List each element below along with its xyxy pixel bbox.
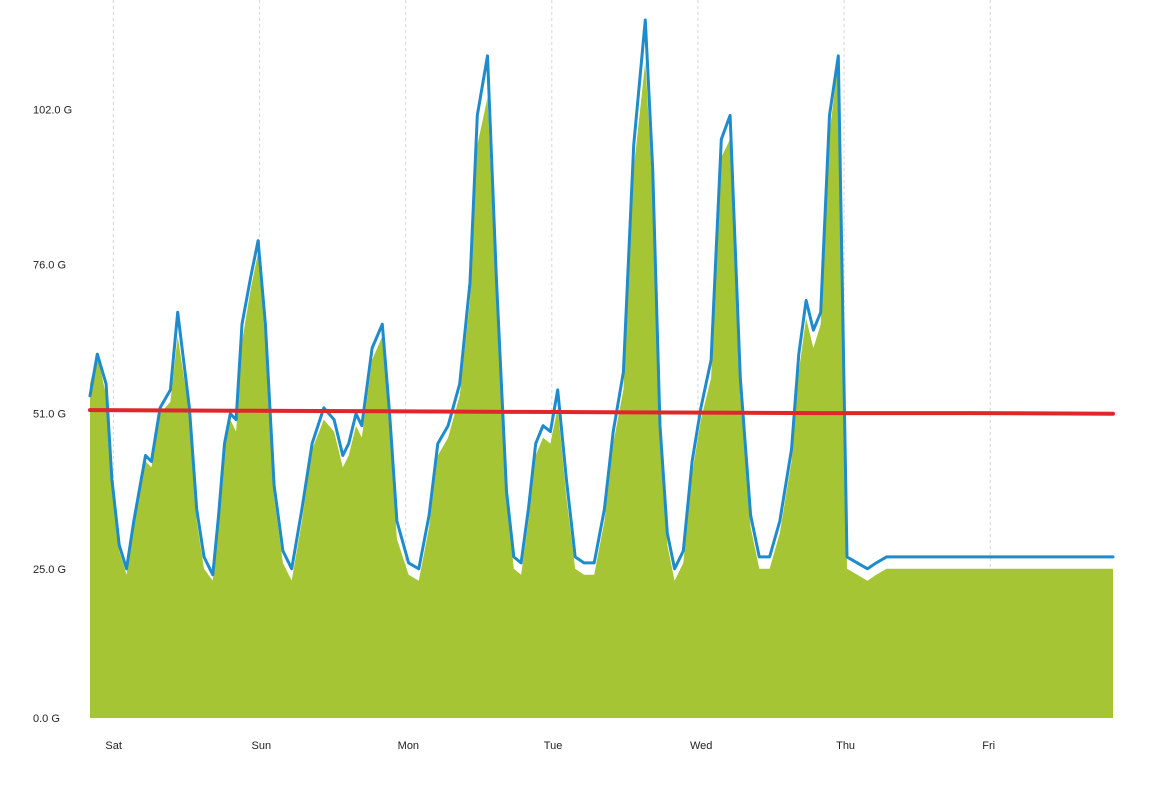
- y-tick-label: 25.0 G: [33, 564, 66, 576]
- y-tick-label: 102.0 G: [33, 104, 72, 116]
- x-tick-label: Mon: [398, 740, 419, 752]
- x-tick-label: Fri: [982, 740, 995, 752]
- series-area-0: [90, 61, 1113, 718]
- y-tick-label: 76.0 G: [33, 260, 66, 272]
- y-tick-label: 51.0 G: [33, 409, 66, 421]
- y-tick-label: 0.0 G: [33, 713, 60, 725]
- x-axis: Sat Sun Mon Tue Wed Thu Fri: [105, 740, 995, 752]
- y-axis: 0.0 G 25.0 G 51.0 G 76.0 G 102.0 G: [33, 104, 72, 725]
- x-tick-label: Sat: [105, 740, 122, 752]
- x-tick-label: Wed: [690, 740, 712, 752]
- series-line-1: [88, 18, 1115, 577]
- line-layer: [88, 18, 1115, 577]
- series-line-2: [88, 408, 1115, 416]
- x-tick-label: Thu: [836, 740, 855, 752]
- x-tick-label: Sun: [252, 740, 272, 752]
- x-tick-label: Tue: [544, 740, 563, 752]
- area-layer: [90, 61, 1113, 718]
